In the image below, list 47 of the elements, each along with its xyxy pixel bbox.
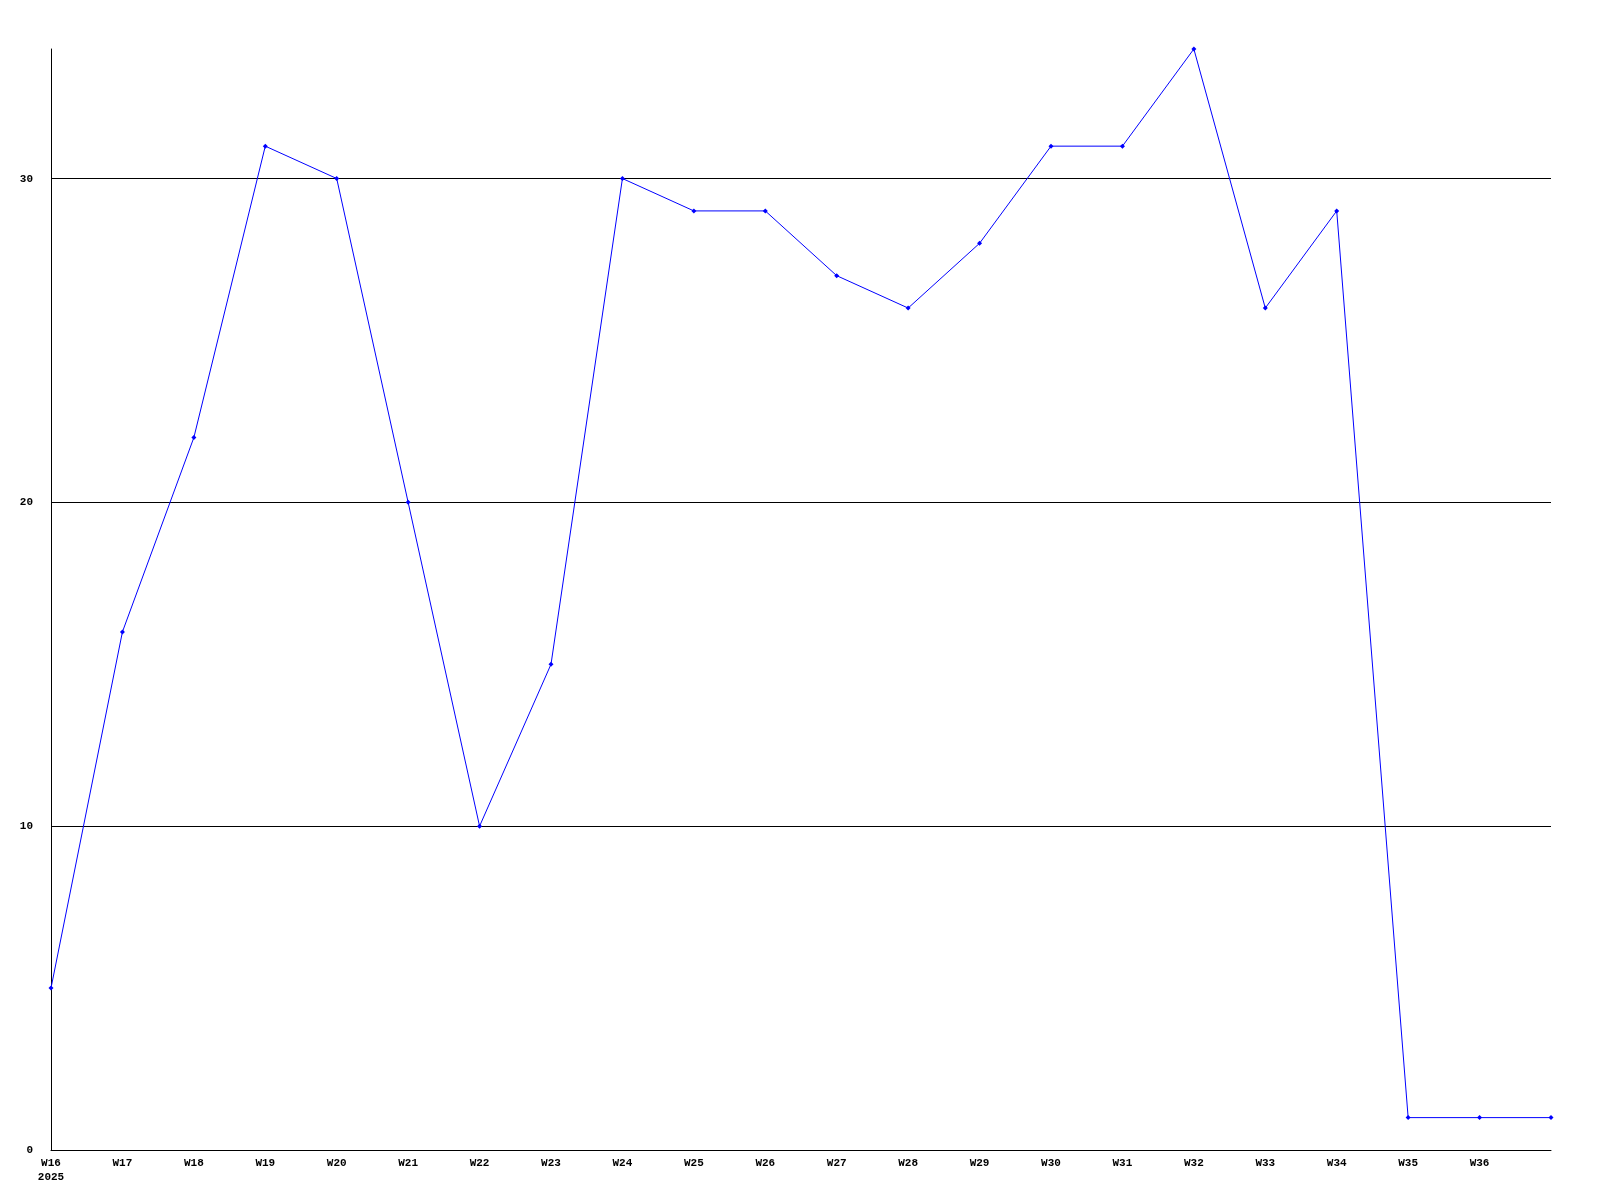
x-tick-label: W33	[1255, 1157, 1276, 1169]
x-tick-label: W20	[326, 1157, 347, 1169]
point	[1191, 46, 1197, 52]
point	[548, 661, 554, 667]
point	[762, 208, 768, 214]
x-tick-label: W23	[541, 1157, 562, 1169]
point	[619, 176, 625, 182]
point	[48, 985, 54, 991]
point	[1262, 305, 1268, 311]
x-tick-label: W25	[683, 1157, 705, 1169]
y-tick-label: 0	[26, 1144, 33, 1156]
point	[1548, 1115, 1554, 1121]
x-tick-label: W34	[1326, 1157, 1348, 1169]
x-tick-label: W17	[112, 1157, 133, 1169]
x-tick-label: W19	[255, 1157, 276, 1169]
x-tick-label: W22	[469, 1157, 490, 1169]
y-tick-label: 10	[19, 820, 33, 833]
point	[405, 499, 411, 505]
point	[262, 143, 268, 149]
x-tick-label: W24	[612, 1157, 633, 1169]
point	[1334, 208, 1340, 214]
x-tick-label: W26	[755, 1157, 776, 1169]
x-tick-label: W36	[1469, 1157, 1490, 1169]
point	[1119, 143, 1125, 149]
point	[977, 240, 983, 246]
point	[1405, 1115, 1411, 1121]
x-tick-label: W21	[398, 1157, 419, 1169]
point	[334, 176, 340, 182]
point	[191, 435, 197, 441]
point	[691, 208, 697, 214]
x-tick-label: W30	[1041, 1157, 1061, 1169]
x-tick-label: W28	[898, 1157, 919, 1169]
point	[834, 273, 840, 279]
point	[905, 305, 911, 311]
y-tick-label: 30	[19, 172, 33, 185]
x-tick-label: W32	[1183, 1157, 1204, 1169]
point	[477, 823, 483, 829]
point	[119, 629, 125, 635]
x-tick-label: W35	[1398, 1157, 1419, 1169]
x-tick-label: W18	[183, 1157, 205, 1169]
x-tick-label: W29	[969, 1157, 990, 1169]
point	[1477, 1115, 1483, 1121]
x-tick-label: W27	[826, 1157, 847, 1169]
y-tick-label: 20	[19, 496, 33, 509]
point	[1048, 143, 1054, 149]
x-tick-label: W16 2025	[37, 1157, 65, 1183]
x-tick-label: W31	[1112, 1157, 1133, 1169]
